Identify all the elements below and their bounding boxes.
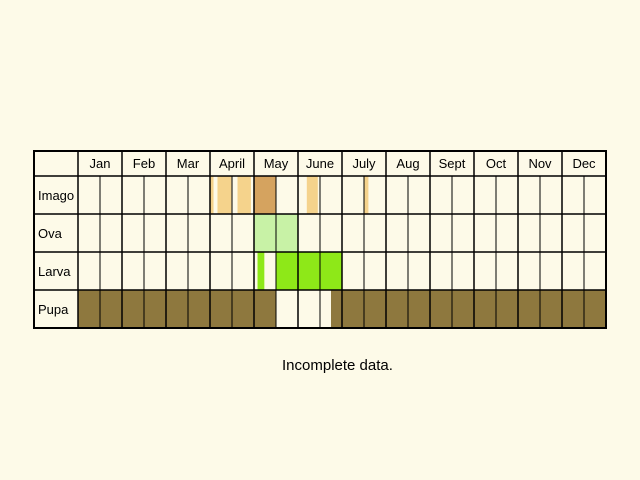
month-label-july: July	[352, 156, 376, 171]
month-label-dec: Dec	[572, 156, 596, 171]
month-label-mar: Mar	[177, 156, 200, 171]
imago-segment-4	[265, 176, 276, 214]
pupa-segment-0	[78, 290, 276, 328]
larva-segment-0	[257, 252, 265, 290]
month-label-aug: Aug	[396, 156, 419, 171]
month-label-nov: Nov	[528, 156, 552, 171]
imago-segment-0	[210, 176, 214, 214]
row-label-larva: Larva	[38, 264, 71, 279]
pupa-segment-1	[331, 290, 606, 328]
incomplete-data-note: Incomplete data.	[282, 357, 393, 374]
imago-segment-2	[237, 176, 251, 214]
month-label-jan: Jan	[90, 156, 111, 171]
imago-segment-6	[364, 176, 369, 214]
imago-segment-5	[306, 176, 318, 214]
imago-segment-3	[254, 176, 265, 214]
month-label-oct: Oct	[486, 156, 507, 171]
table-border	[33, 150, 607, 329]
row-label-imago: Imago	[38, 188, 74, 203]
row-label-pupa: Pupa	[38, 302, 69, 317]
month-label-june: June	[306, 156, 334, 171]
imago-segment-1	[217, 176, 232, 214]
month-label-feb: Feb	[133, 156, 155, 171]
larva-segment-1	[276, 252, 342, 290]
month-label-april: April	[219, 156, 245, 171]
month-label-sept: Sept	[439, 156, 466, 171]
month-label-may: May	[264, 156, 289, 171]
row-label-ova: Ova	[38, 226, 63, 241]
